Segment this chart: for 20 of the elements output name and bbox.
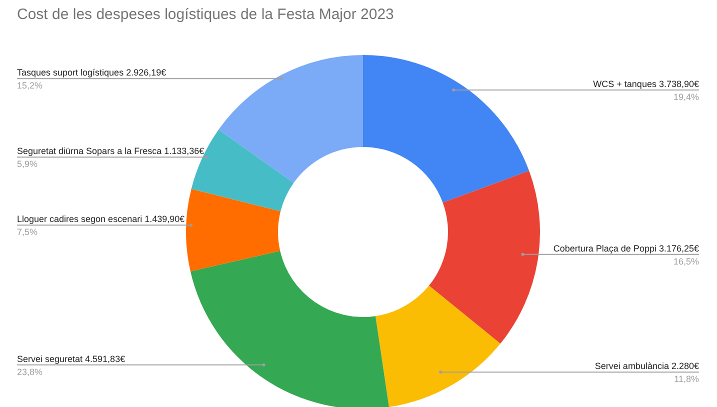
slice-label: Servei ambulància 2.280€ [594,361,699,372]
slice-label: Lloguer cadires segon escenari 1.439,90€ [17,214,185,224]
slice-label: Tasques suport logístiques 2.926,19€ [17,68,166,78]
data-label: 7,5% [17,227,38,238]
chart-title: Cost de les despeses logístiques de la Festa Major 2023 [17,6,394,23]
slice-label: Servei seguretat 4.591,83€ [17,354,126,364]
data-label: 23,8% [17,366,43,377]
slice-label: WCS + tanques 3.738,90€ [593,79,699,90]
data-label: 19,4% [673,92,699,102]
donut-slice [363,55,530,203]
donut-slice [186,188,281,272]
slice-label: Seguretat diürna Sopars a la Fresca 1.133,36€ [17,146,204,156]
donut-slice [190,250,390,407]
slice-label: Cobertura Plaça de Poppi 3.176,25€ [553,243,699,254]
data-label: 5,9% [17,159,38,170]
donut-slice [218,55,363,183]
donut-slice [375,286,500,407]
data-label: 16,5% [673,256,699,266]
data-label: 11,8% [674,374,699,384]
data-label: 15,2% [17,80,43,91]
